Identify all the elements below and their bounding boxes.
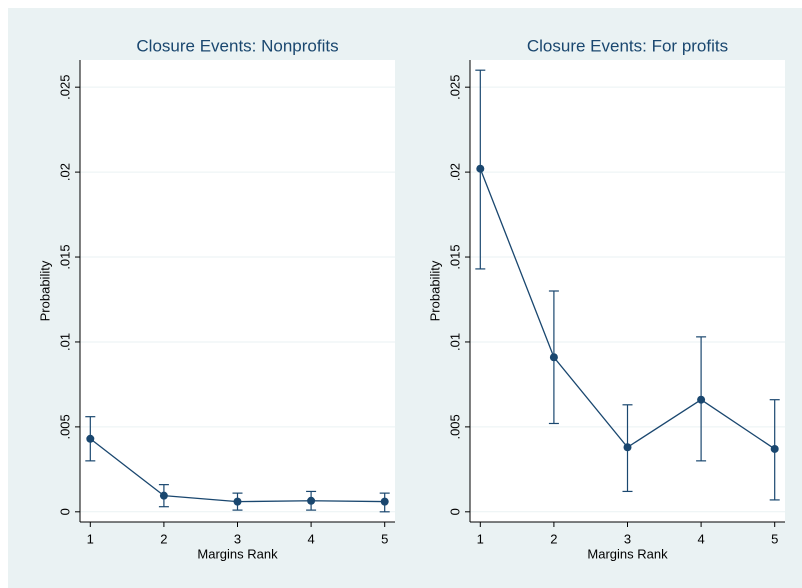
data-point (159, 491, 168, 500)
x-tick-label: 5 (381, 531, 388, 546)
data-point (697, 395, 706, 404)
y-tick-label: .005 (447, 414, 462, 439)
data-point (623, 443, 632, 452)
x-tick-label: 1 (477, 531, 484, 546)
y-tick-label: .02 (57, 163, 72, 181)
x-tick-label: 3 (234, 531, 241, 546)
y-tick-label: .015 (57, 244, 72, 269)
data-point (86, 434, 95, 443)
y-tick-label: .015 (447, 244, 462, 269)
y-tick-label: .01 (447, 333, 462, 351)
x-axis-label: Margins Rank (197, 546, 278, 561)
chart-title: Closure Events: For profits (527, 36, 728, 55)
y-axis-label: Probability (37, 260, 52, 321)
chart-title: Closure Events: Nonprofits (136, 36, 338, 55)
data-point (307, 496, 316, 505)
data-point (476, 164, 485, 173)
y-tick-label: 0 (447, 508, 462, 515)
x-tick-label: 4 (307, 531, 314, 546)
data-point (770, 444, 779, 453)
x-tick-label: 4 (697, 531, 704, 546)
y-axis-label: Probability (427, 260, 442, 321)
plot-area (80, 60, 395, 522)
x-axis-label: Margins Rank (587, 546, 668, 561)
data-point (233, 497, 242, 506)
x-tick-label: 2 (550, 531, 557, 546)
y-tick-label: .02 (447, 163, 462, 181)
y-tick-label: .025 (447, 75, 462, 100)
y-tick-label: .025 (57, 75, 72, 100)
y-tick-label: .01 (57, 333, 72, 351)
data-point (380, 497, 389, 506)
y-tick-label: .005 (57, 414, 72, 439)
x-tick-label: 1 (87, 531, 94, 546)
y-tick-label: 0 (57, 508, 72, 515)
x-tick-label: 2 (160, 531, 167, 546)
x-tick-label: 5 (771, 531, 778, 546)
data-point (549, 353, 558, 362)
x-tick-label: 3 (624, 531, 631, 546)
